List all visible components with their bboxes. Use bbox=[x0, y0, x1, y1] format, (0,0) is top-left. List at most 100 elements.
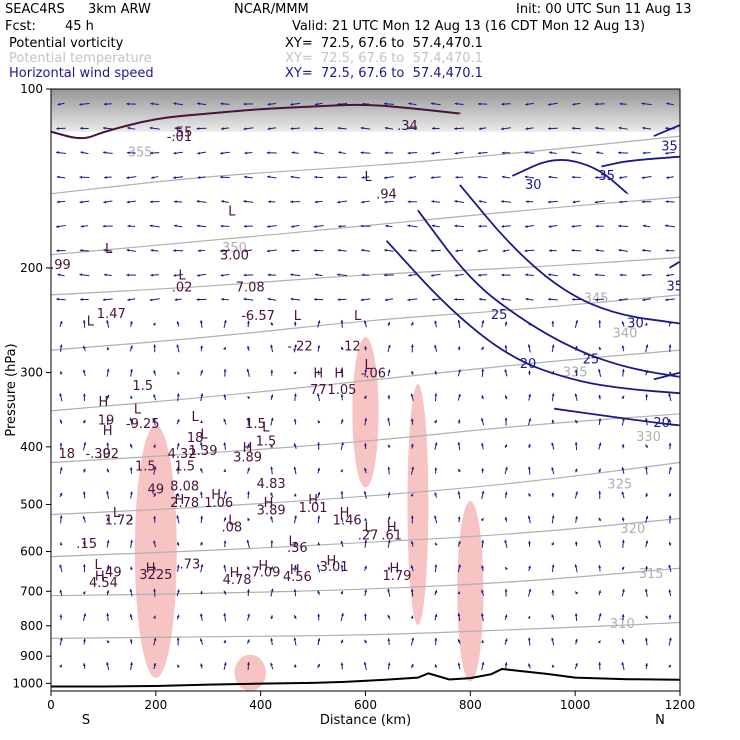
wind-vector-head bbox=[387, 466, 391, 470]
wind-vector-head bbox=[337, 200, 341, 204]
wind-vector-head bbox=[293, 493, 297, 497]
wind-vector-head bbox=[434, 442, 438, 446]
field-xy-pv: XY= 72.5, 67.6 to 57.4,470.1 bbox=[285, 36, 483, 51]
wind-vector-head bbox=[598, 490, 602, 494]
wind-vector-head bbox=[151, 176, 154, 179]
wind-vector-head bbox=[595, 176, 598, 179]
wind-vector-head bbox=[504, 345, 508, 348]
field-label: H bbox=[264, 496, 274, 511]
wind-vector-head bbox=[548, 225, 552, 228]
field-label: 1.05 bbox=[327, 383, 356, 398]
wind-vector-head bbox=[458, 469, 461, 473]
wind-vector-head bbox=[103, 200, 107, 204]
wind-vector-head bbox=[642, 298, 646, 302]
wind-vector-head bbox=[270, 394, 274, 398]
wind-vector-head bbox=[551, 589, 555, 593]
wind-vector-head bbox=[407, 200, 411, 204]
wind-vector-head bbox=[340, 369, 344, 373]
wind-vector-head bbox=[434, 590, 438, 594]
wind-vector-head bbox=[200, 393, 204, 397]
wind-vector-head bbox=[478, 127, 482, 131]
wind-vector-head bbox=[223, 347, 226, 351]
wind-vector-head bbox=[574, 638, 578, 642]
field-label: -9.25 bbox=[126, 417, 160, 432]
wind-vector-head bbox=[458, 369, 461, 373]
header-fcst-value: 45 h bbox=[65, 19, 94, 34]
wind-vector-head bbox=[594, 102, 598, 106]
wind-vector-head bbox=[361, 200, 365, 204]
wind-vector-head bbox=[501, 102, 505, 106]
wind-vector-head bbox=[618, 248, 622, 252]
wind-vector-head bbox=[434, 370, 438, 374]
wind-vector-head bbox=[176, 419, 180, 423]
wind-vector-head bbox=[598, 565, 602, 568]
wind-vector-head bbox=[524, 175, 528, 179]
wind-vector-head bbox=[149, 126, 153, 130]
wind-vector-head bbox=[364, 589, 368, 593]
wind-vector-head bbox=[410, 393, 414, 397]
wind-vector-head bbox=[361, 176, 365, 179]
wind-vector-head bbox=[59, 344, 63, 348]
wind-vector-head bbox=[645, 394, 649, 397]
wind-vector-head bbox=[153, 515, 157, 519]
pv-shaded-region bbox=[457, 501, 484, 682]
wind-vector-head bbox=[432, 298, 435, 302]
wind-vector-head bbox=[504, 395, 508, 399]
wind-vector-head bbox=[244, 249, 248, 253]
wind-vector-head bbox=[79, 249, 83, 252]
terrain-line bbox=[51, 668, 680, 688]
wind-vector-head bbox=[56, 175, 60, 179]
theta-contour-label: 345 bbox=[584, 291, 609, 306]
field-label: L bbox=[105, 242, 113, 257]
wind-vector-head bbox=[549, 249, 552, 253]
wind-vector-head bbox=[337, 298, 341, 302]
wind-vector-head bbox=[176, 589, 180, 593]
wind-vector-head bbox=[457, 516, 461, 520]
field-label: H bbox=[387, 521, 397, 536]
field-label: 4.32 bbox=[168, 447, 197, 462]
field-name-theta: Potential temperature bbox=[9, 51, 152, 66]
field-label: 1.5 bbox=[245, 417, 266, 432]
wind-vector-head bbox=[668, 614, 672, 618]
wind-vector-head bbox=[551, 371, 554, 375]
wind-vector-head bbox=[575, 591, 579, 595]
wind-vector-head bbox=[598, 590, 602, 594]
field-name-wind: Horizontal wind speed bbox=[9, 66, 154, 81]
wind-vector-head bbox=[220, 273, 224, 277]
wind-vector-head bbox=[504, 614, 508, 618]
wind-vector-head bbox=[641, 102, 645, 106]
wind-vector-head bbox=[223, 319, 227, 323]
wind-vector-head bbox=[317, 663, 320, 667]
wind-vector-head bbox=[387, 614, 391, 618]
wind-vector-head bbox=[619, 200, 622, 204]
field-label: 7.08 bbox=[236, 281, 265, 296]
field-label: H bbox=[230, 566, 240, 581]
wind-vector-head bbox=[384, 151, 388, 155]
wind-vector-head bbox=[223, 662, 227, 666]
wind-vector-head bbox=[621, 539, 625, 543]
wind-vector-head bbox=[364, 613, 367, 617]
wind-vector-head bbox=[504, 539, 508, 543]
wind-vector-head bbox=[621, 588, 625, 592]
field-label: 1.47 bbox=[97, 307, 126, 322]
wind-vector-head bbox=[387, 321, 391, 325]
wind-vector-head bbox=[267, 225, 270, 228]
wind-vector-head bbox=[384, 126, 388, 130]
wind-vector-head bbox=[80, 151, 84, 155]
wind-vector-head bbox=[621, 662, 625, 666]
wind-contour-label: 35 bbox=[666, 280, 683, 295]
wind-vector-head bbox=[314, 126, 317, 130]
wind-vector-head bbox=[340, 516, 344, 520]
wind-vector-head bbox=[645, 615, 649, 619]
x-end-label-right: N bbox=[655, 713, 665, 728]
theta-contour-315 bbox=[51, 567, 680, 597]
wind-vector-head bbox=[267, 127, 271, 131]
field-label: 7.09 bbox=[251, 565, 280, 580]
wind-vector-head bbox=[219, 249, 223, 253]
wind-vector-head bbox=[291, 249, 294, 253]
wind-vector-head bbox=[387, 492, 391, 495]
field-label: 3.00 bbox=[220, 249, 249, 264]
wind-vector-head bbox=[247, 613, 250, 617]
field-label: L bbox=[364, 170, 372, 185]
wind-vector-head bbox=[645, 344, 649, 348]
